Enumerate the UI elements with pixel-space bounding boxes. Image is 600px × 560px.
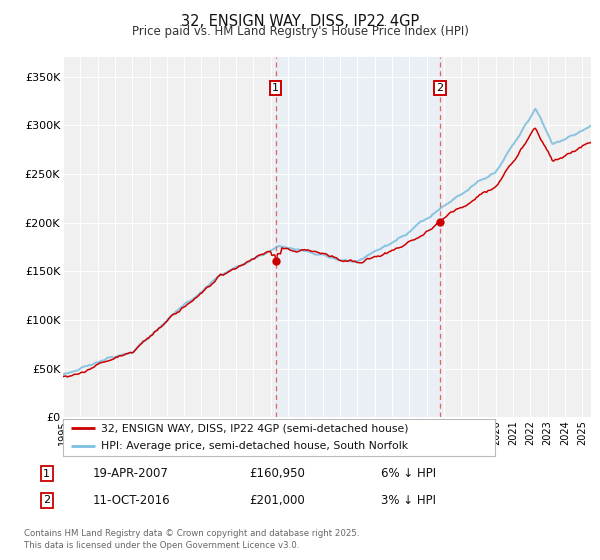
Text: Contains HM Land Registry data © Crown copyright and database right 2025.
This d: Contains HM Land Registry data © Crown c… <box>24 529 359 550</box>
Text: £201,000: £201,000 <box>249 493 305 507</box>
Text: Price paid vs. HM Land Registry's House Price Index (HPI): Price paid vs. HM Land Registry's House … <box>131 25 469 38</box>
Text: 2: 2 <box>436 83 443 93</box>
Text: 1: 1 <box>272 83 279 93</box>
Bar <box>276 57 440 417</box>
Text: 19-APR-2007: 19-APR-2007 <box>93 467 169 480</box>
Text: 2: 2 <box>43 495 50 505</box>
Text: 3% ↓ HPI: 3% ↓ HPI <box>381 493 436 507</box>
Text: £160,950: £160,950 <box>249 467 305 480</box>
Text: HPI: Average price, semi-detached house, South Norfolk: HPI: Average price, semi-detached house,… <box>101 441 408 451</box>
Text: 32, ENSIGN WAY, DISS, IP22 4GP (semi-detached house): 32, ENSIGN WAY, DISS, IP22 4GP (semi-det… <box>101 423 409 433</box>
Text: 1: 1 <box>43 469 50 479</box>
Text: 6% ↓ HPI: 6% ↓ HPI <box>381 467 436 480</box>
Text: 11-OCT-2016: 11-OCT-2016 <box>93 493 170 507</box>
Text: 32, ENSIGN WAY, DISS, IP22 4GP: 32, ENSIGN WAY, DISS, IP22 4GP <box>181 14 419 29</box>
